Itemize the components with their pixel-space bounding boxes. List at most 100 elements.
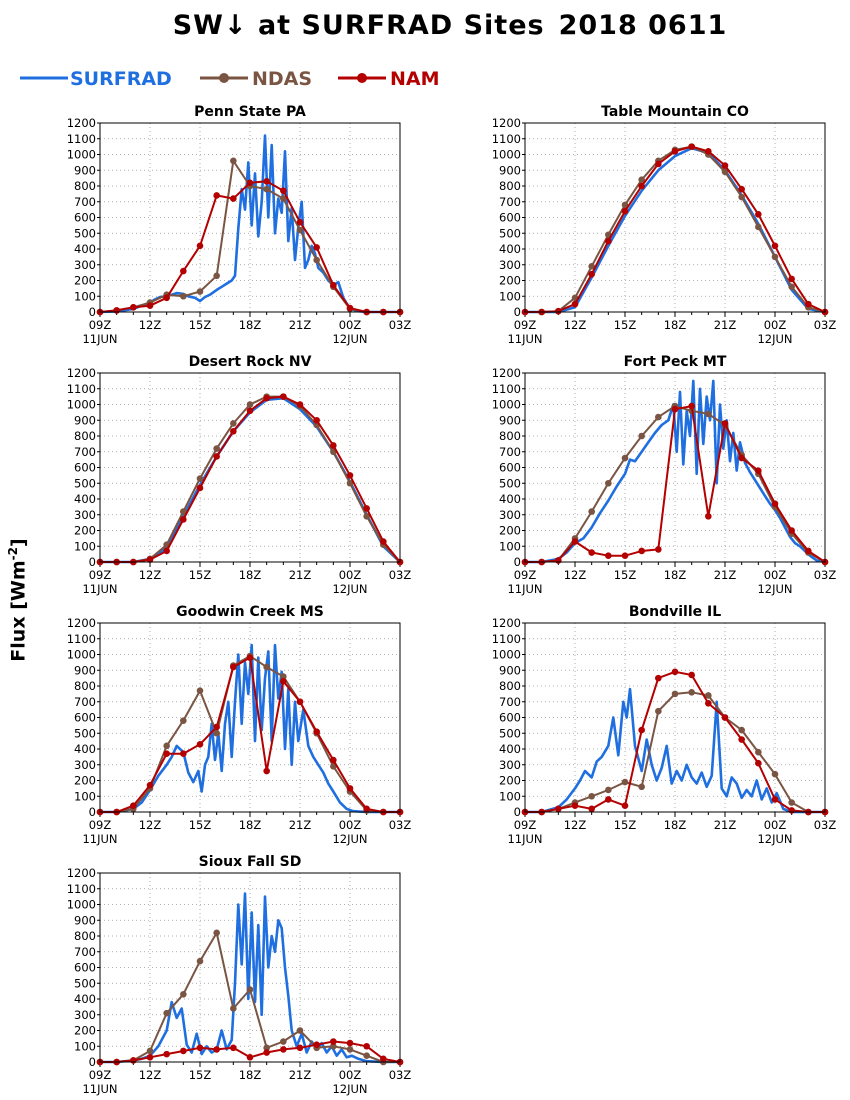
- plot-frame: [524, 122, 826, 313]
- marker-ndas: [213, 272, 220, 280]
- marker-ndas: [180, 717, 187, 724]
- marker-ndas: [280, 1038, 287, 1045]
- marker-nam: [246, 407, 254, 415]
- marker-ndas: [163, 1009, 170, 1017]
- marker-nam: [738, 736, 745, 743]
- chart-title: Desert Rock NV: [189, 354, 312, 370]
- y-tick-label: 500: [74, 476, 96, 490]
- x-tick-label: 21Z: [714, 318, 737, 332]
- title-date: 2018 0611: [558, 10, 728, 41]
- chart-panel: Penn State PA010020030040050060070080090…: [67, 104, 412, 346]
- series-line-surfrad: [99, 134, 400, 314]
- marker-nam: [330, 756, 337, 764]
- x-tick-label: 00Z: [764, 318, 787, 332]
- y-tick-label: 300: [74, 1008, 96, 1022]
- marker-nam: [605, 237, 612, 245]
- marker-nam: [263, 177, 270, 185]
- marker-nam: [230, 1044, 237, 1052]
- x-tick-label: 09Z: [514, 568, 537, 582]
- x-tick-label: 12Z: [564, 318, 587, 332]
- marker-ndas: [230, 420, 237, 427]
- marker-nam: [655, 160, 662, 168]
- x-day-label: 12JUN: [332, 832, 367, 846]
- marker-nam: [771, 500, 779, 508]
- y-tick-label: 1000: [67, 148, 96, 162]
- x-tick-label: 15Z: [614, 318, 637, 332]
- marker-nam: [180, 516, 187, 523]
- y-tick-label: 1200: [67, 616, 96, 630]
- y-tick-label: 600: [74, 461, 96, 475]
- x-day-label: 11JUN: [507, 582, 542, 596]
- marker-ndas: [638, 176, 645, 183]
- marker-nam: [263, 767, 270, 775]
- x-tick-label: 12Z: [139, 818, 162, 832]
- marker-nam: [788, 275, 795, 283]
- marker-nam: [605, 796, 612, 803]
- y-tick-label: 900: [499, 413, 521, 427]
- marker-nam: [771, 242, 779, 250]
- x-tick-label: 18Z: [239, 318, 262, 332]
- marker-ndas: [246, 986, 254, 993]
- marker-nam: [671, 148, 679, 155]
- x-tick-label: 03Z: [389, 1068, 412, 1082]
- y-tick-label: 800: [74, 679, 96, 693]
- x-tick-label: 03Z: [814, 818, 837, 832]
- marker-ndas: [705, 692, 712, 699]
- x-day-label: 12JUN: [757, 332, 792, 346]
- y-tick-label: 1200: [67, 366, 96, 380]
- series-line-surfrad: [100, 892, 400, 1064]
- marker-ndas: [621, 201, 629, 209]
- legend-line-ndas: [200, 73, 248, 83]
- y-tick-label: 1100: [492, 632, 521, 646]
- marker-ndas: [755, 223, 762, 231]
- marker-nam: [196, 740, 204, 748]
- x-tick-label: 15Z: [614, 818, 637, 832]
- marker-nam: [296, 401, 304, 408]
- x-tick-label: 12Z: [139, 568, 162, 582]
- y-tick-label: 400: [74, 992, 96, 1006]
- marker-nam: [755, 759, 762, 767]
- x-tick-label: 18Z: [664, 568, 687, 582]
- marker-ndas: [621, 454, 629, 462]
- y-tick-label: 700: [74, 695, 96, 709]
- y-tick-label: 500: [499, 226, 521, 240]
- marker-nam: [180, 750, 187, 758]
- y-tick-label: 0: [514, 805, 521, 819]
- y-tick-label: 300: [499, 758, 521, 772]
- y-tick-label: 0: [89, 305, 96, 319]
- marker-nam: [246, 1053, 254, 1061]
- x-tick-label: 09Z: [89, 318, 112, 332]
- x-tick-label: 00Z: [339, 1068, 362, 1082]
- marker-nam: [705, 513, 712, 520]
- marker-nam: [313, 1041, 320, 1048]
- marker-nam: [296, 218, 304, 226]
- y-tick-label: 300: [499, 258, 521, 272]
- marker-nam: [180, 1047, 187, 1055]
- marker-nam: [346, 472, 354, 479]
- marker-nam: [588, 549, 595, 556]
- marker-nam: [130, 802, 137, 809]
- marker-ndas: [621, 778, 629, 786]
- marker-ndas: [363, 513, 370, 520]
- y-tick-label: 0: [514, 305, 521, 319]
- legend-line-nam: [338, 73, 386, 83]
- y-tick-label: 600: [74, 961, 96, 975]
- x-day-label: 12JUN: [332, 332, 367, 346]
- x-tick-label: 03Z: [814, 568, 837, 582]
- y-tick-label: 1000: [67, 398, 96, 412]
- legend-label-ndas: NDAS: [252, 68, 313, 90]
- marker-nam: [755, 211, 762, 218]
- x-tick-label: 00Z: [339, 318, 362, 332]
- marker-ndas: [296, 1027, 304, 1034]
- y-tick-label: 1000: [492, 148, 521, 162]
- marker-nam: [280, 187, 287, 195]
- marker-nam: [230, 195, 237, 202]
- marker-nam: [330, 442, 337, 449]
- y-tick-label: 0: [89, 805, 96, 819]
- y-tick-label: 500: [74, 226, 96, 240]
- x-tick-label: 21Z: [289, 318, 312, 332]
- marker-ndas: [180, 508, 187, 515]
- y-tick-label: 400: [74, 742, 96, 756]
- marker-ndas: [738, 193, 745, 201]
- marker-nam: [213, 1046, 220, 1053]
